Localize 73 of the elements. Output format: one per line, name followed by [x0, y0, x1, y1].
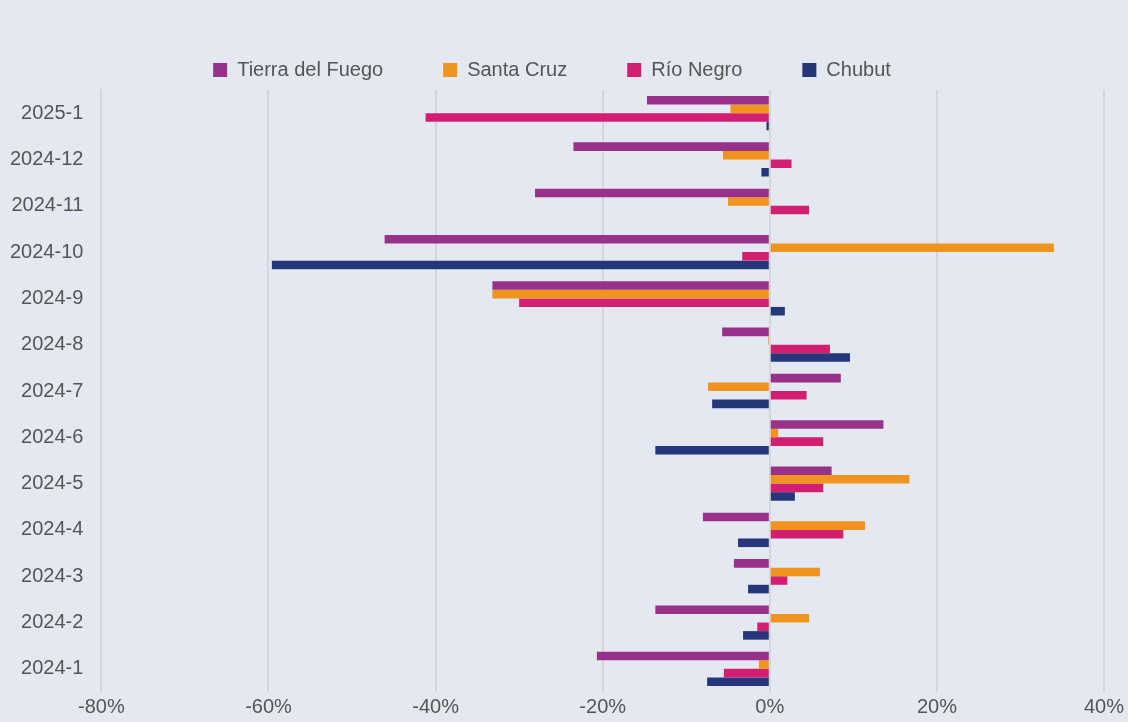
x-tick-label: -80% [78, 694, 125, 717]
bar [573, 142, 769, 151]
bar [770, 613, 810, 623]
x-tick-label: 40% [1083, 694, 1125, 717]
bar [707, 677, 769, 686]
x-tick-label: -60% [245, 694, 293, 717]
bar [766, 121, 769, 131]
bar [757, 622, 769, 632]
bar [733, 559, 769, 568]
bar [770, 344, 830, 354]
bar [723, 668, 769, 678]
bar [770, 437, 824, 446]
bar [770, 466, 832, 476]
bar [384, 234, 769, 244]
y-tick-label: 2024-1 [21, 656, 84, 679]
bar [271, 260, 769, 270]
y-tick-label: 2024-12 [9, 146, 84, 169]
bar [770, 420, 884, 429]
bar [655, 605, 769, 614]
legend-label: Chubut [826, 57, 892, 80]
bar [770, 475, 910, 484]
bar [646, 96, 769, 105]
bar [770, 567, 820, 577]
bar [770, 483, 824, 493]
bar [770, 353, 851, 362]
y-tick-label: 2024-8 [21, 332, 84, 355]
bar [535, 188, 769, 198]
y-tick-label: 2024-4 [21, 517, 84, 540]
bar [770, 576, 788, 585]
y-tick-label: 2024-6 [21, 424, 84, 447]
bar [738, 538, 769, 548]
bar [655, 445, 769, 455]
bar [743, 631, 769, 640]
y-tick-label: 2024-3 [21, 563, 84, 586]
bar [770, 521, 866, 530]
bar [712, 399, 769, 409]
bar [770, 159, 792, 169]
bar [492, 281, 769, 290]
bar [758, 660, 769, 669]
bar [761, 168, 769, 177]
y-tick-label: 2024-10 [9, 239, 84, 262]
y-tick-label: 2024-9 [21, 285, 84, 308]
bar [748, 584, 769, 594]
bar [722, 327, 769, 337]
bar [770, 391, 807, 400]
bar [770, 243, 1054, 253]
y-tick-label: 2024-7 [21, 378, 84, 401]
legend-label: Río Negro [651, 57, 743, 80]
bar [770, 306, 785, 316]
bar [425, 113, 769, 122]
bar [742, 252, 769, 261]
y-tick-label: 2024-2 [21, 610, 84, 633]
x-tick-label: -20% [579, 694, 627, 717]
bar [492, 289, 769, 299]
bar [770, 492, 795, 501]
y-tick-label: 2025-1 [21, 100, 84, 123]
y-tick-label: 2024-5 [21, 471, 84, 494]
bar [728, 197, 769, 206]
x-tick-label: 20% [916, 694, 958, 717]
bar [730, 104, 769, 114]
bar [596, 651, 769, 661]
y-tick-label: 2024-11 [11, 193, 84, 216]
legend-label: Santa Cruz [467, 57, 568, 80]
bar [770, 373, 841, 383]
legend-label: Tierra del Fuego [237, 57, 384, 80]
bar [519, 298, 769, 307]
x-tick-label: 0% [755, 694, 785, 717]
bar [707, 382, 769, 391]
bar [770, 205, 810, 215]
bar [723, 150, 769, 160]
x-tick-label: -40% [412, 694, 460, 717]
bar [702, 512, 769, 522]
bar [770, 529, 844, 539]
